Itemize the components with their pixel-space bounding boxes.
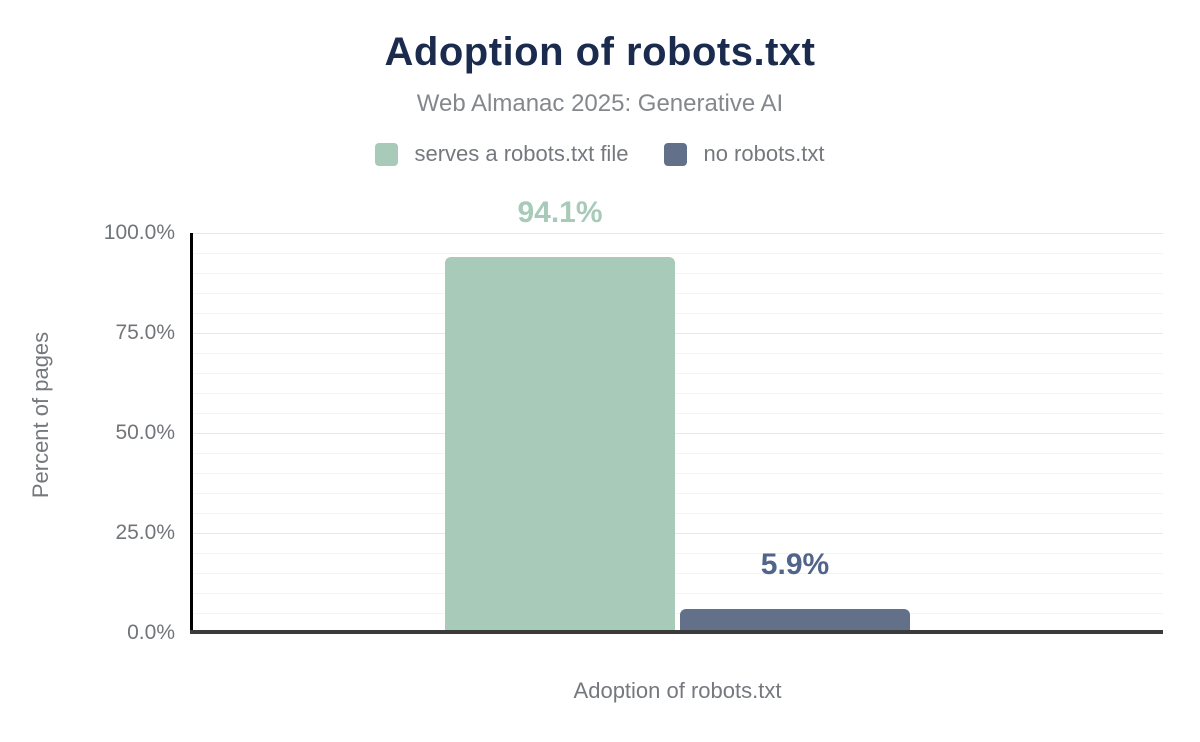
minor-gridline-35 [192, 493, 1163, 494]
minor-gridline-65 [192, 373, 1163, 374]
legend: serves a robots.txt file no robots.txt [0, 141, 1200, 167]
major-gridline-75 [192, 333, 1163, 334]
y-tick-100: 100.0% [103, 221, 175, 244]
plot-area: 94.1% 5.9% [190, 196, 1163, 634]
major-gridline-100 [192, 233, 1163, 234]
minor-gridline-30 [192, 513, 1163, 514]
x-axis-label: Adoption of robots.txt [573, 678, 782, 703]
y-axis-ticks: 100.0% 75.0% 50.0% 25.0% 0.0% [0, 221, 175, 644]
y-tick-25: 25.0% [115, 521, 175, 544]
bar-no-robots-txt[interactable] [680, 609, 910, 633]
y-axis-line [190, 233, 193, 634]
y-tick-75: 75.0% [115, 321, 175, 344]
legend-swatch-no-robots-txt-icon [664, 142, 688, 166]
x-axis-line [190, 630, 1163, 634]
legend-item-serves-robots-txt[interactable]: serves a robots.txt file [375, 141, 628, 167]
minor-gridline-55 [192, 413, 1163, 414]
y-tick-0: 0.0% [127, 621, 175, 644]
minor-gridline-80 [192, 313, 1163, 314]
bar-value-label-serves-robots-txt: 94.1% [517, 195, 603, 229]
minor-gridline-20 [192, 553, 1163, 554]
minor-gridline-70 [192, 353, 1163, 354]
y-tick-50: 50.0% [115, 421, 175, 444]
major-gridline-50 [192, 433, 1163, 434]
minor-gridline-95 [192, 253, 1163, 254]
chart-title: Adoption of robots.txt [384, 30, 816, 74]
minor-gridline-60 [192, 393, 1163, 394]
minor-gridline-45 [192, 453, 1163, 454]
minor-gridline-40 [192, 473, 1163, 474]
major-gridline-25 [192, 533, 1163, 534]
legend-item-no-robots-txt[interactable]: no robots.txt [664, 141, 825, 167]
bar-value-label-no-robots-txt: 5.9% [760, 548, 830, 582]
minor-gridline-10 [192, 593, 1163, 594]
chart-subtitle: Web Almanac 2025: Generative AI [416, 90, 784, 117]
bar-serves-robots-txt[interactable] [445, 256, 675, 633]
minor-gridline-15 [192, 573, 1163, 574]
legend-label-serves-robots-txt: serves a robots.txt file [414, 141, 629, 166]
minor-gridline-85 [192, 293, 1163, 294]
minor-gridline-90 [192, 273, 1163, 274]
legend-label-no-robots-txt: no robots.txt [703, 141, 825, 166]
minor-gridline-5 [192, 613, 1163, 614]
legend-swatch-serves-robots-txt-icon [375, 142, 399, 166]
